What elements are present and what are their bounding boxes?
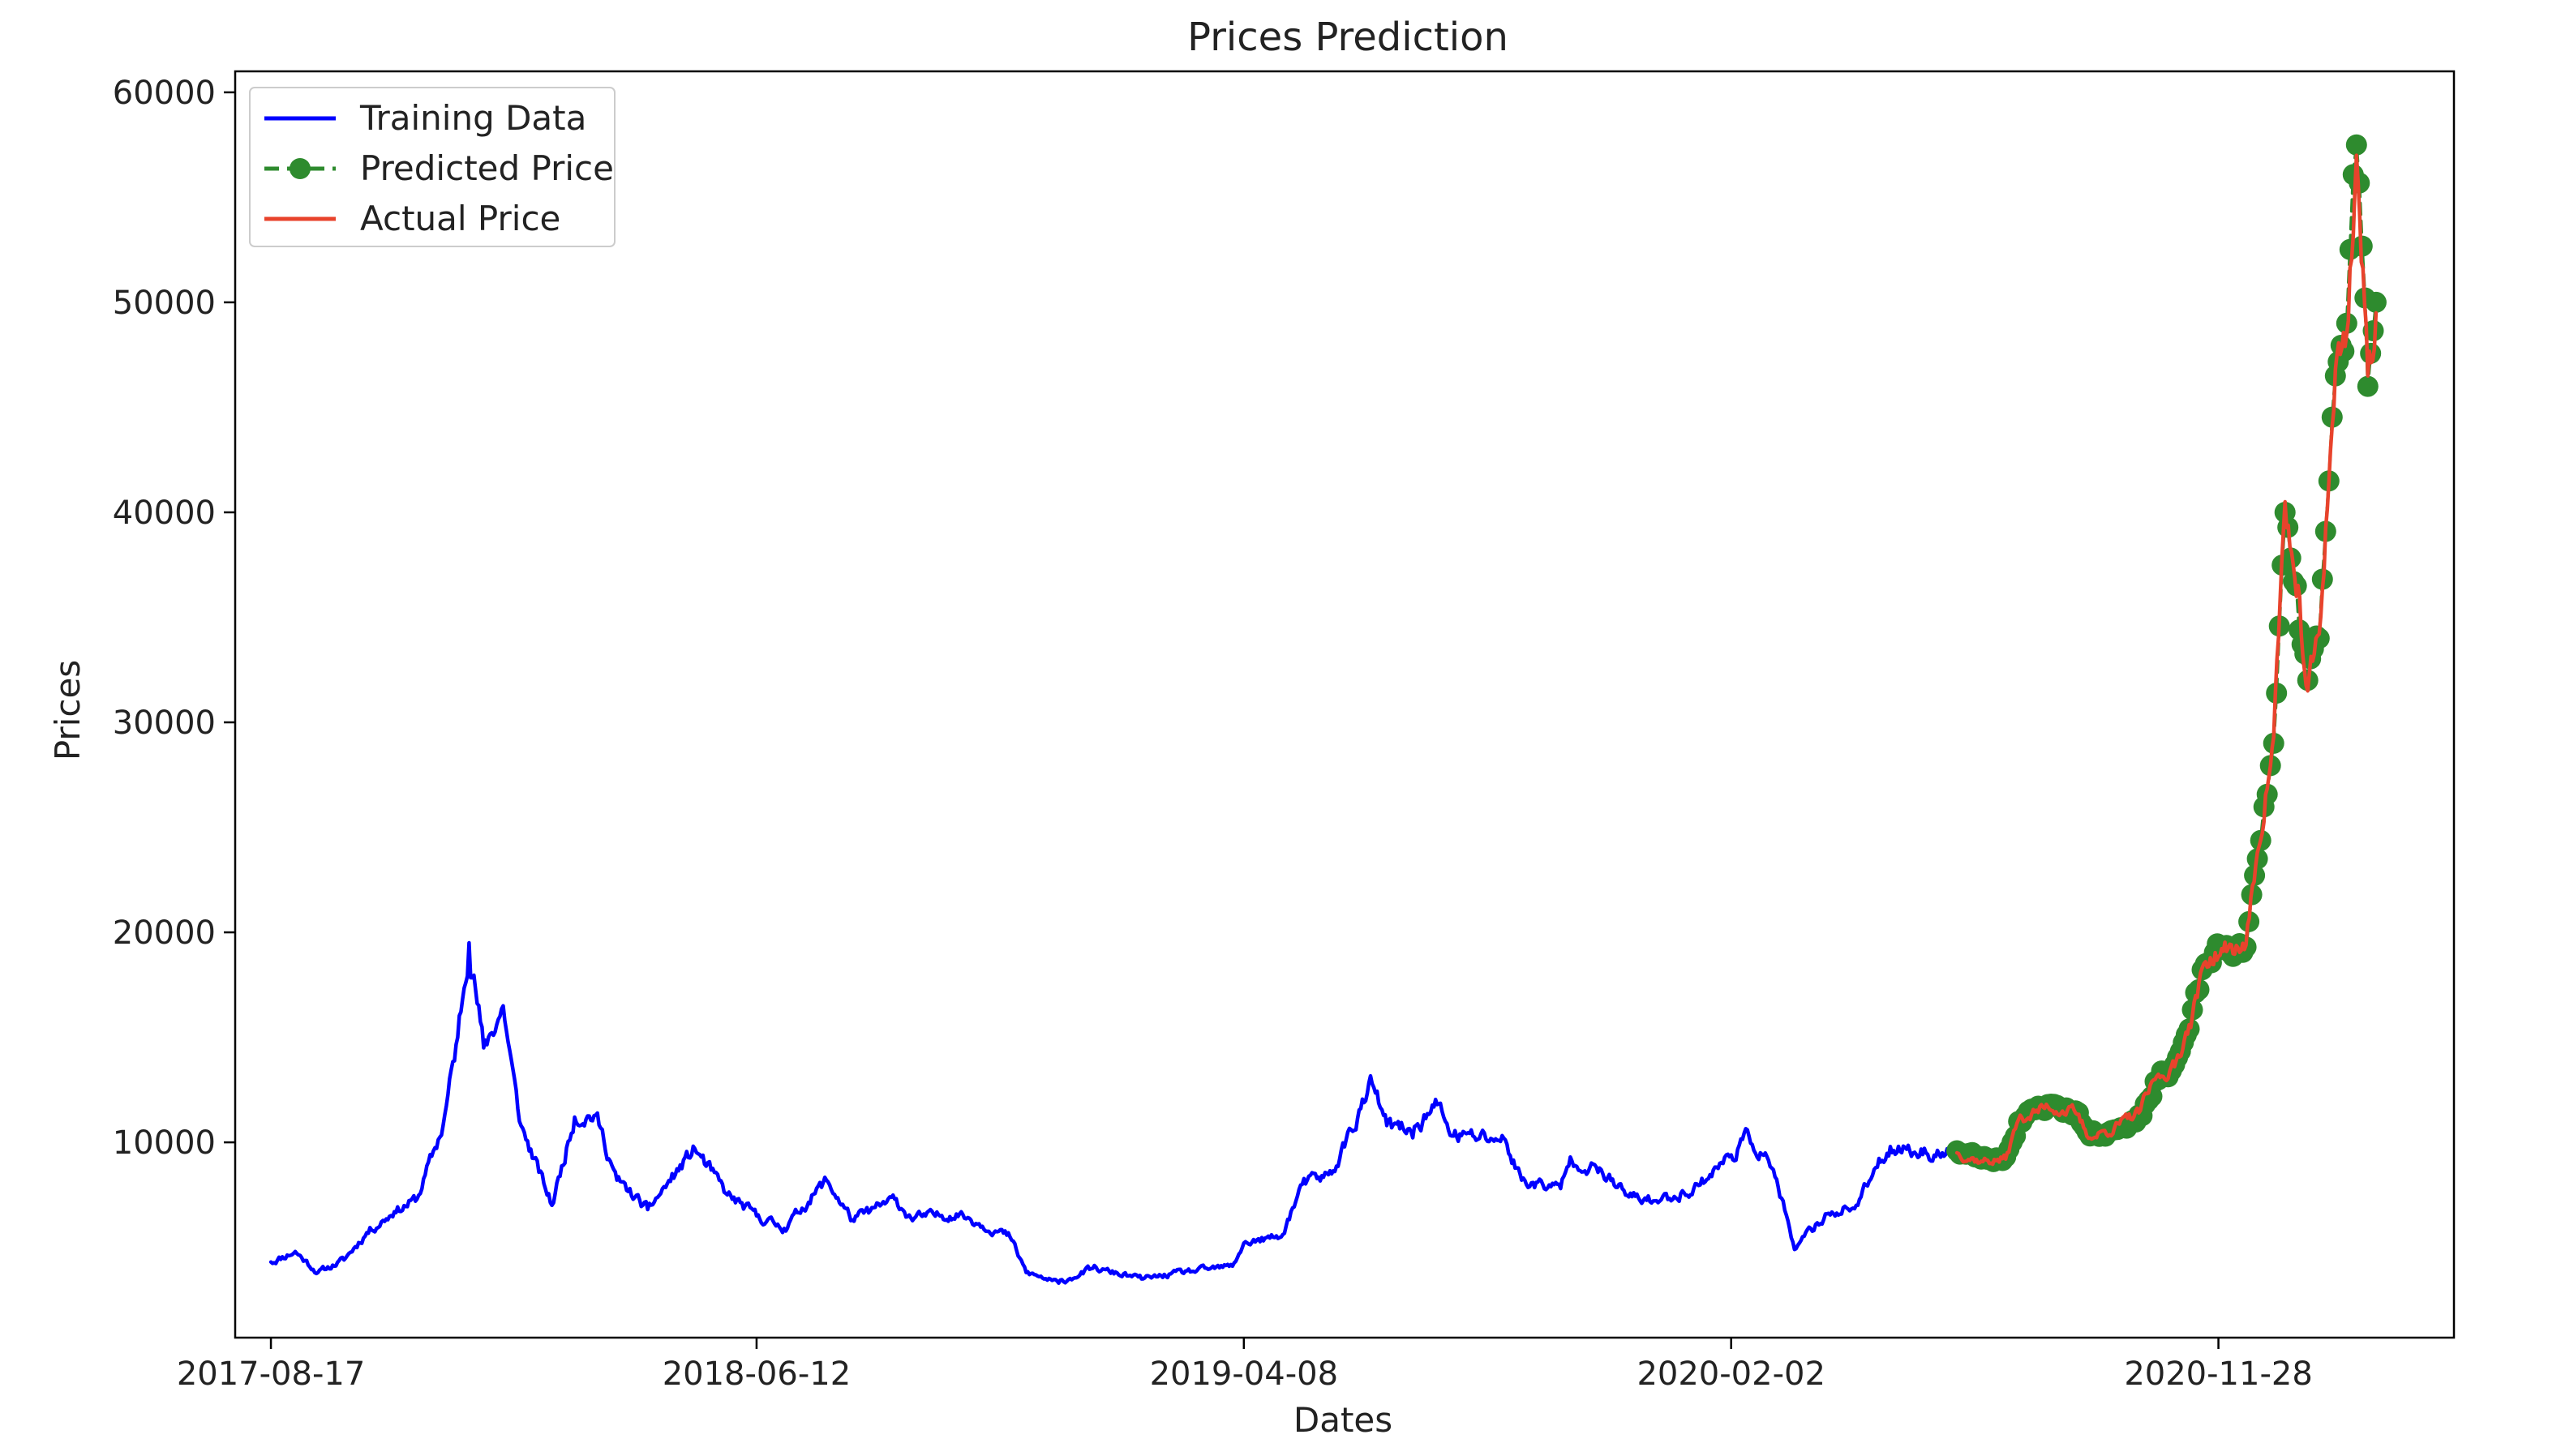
predicted-price-marker: [2345, 134, 2367, 156]
chart-title: Prices Prediction: [1187, 15, 1508, 60]
predicted-price-marker: [2365, 291, 2387, 313]
legend-entry-actual-price: Actual Price: [264, 199, 560, 238]
x-axis: 2017-08-17 2018-06-12 2019-04-08 2020-02-02…: [177, 1338, 2313, 1393]
plot-area: [234, 70, 2456, 1339]
legend: Training Data Predicted Price Actual Price: [249, 87, 616, 247]
y-tick-label: 60000: [113, 75, 216, 112]
legend-items: Training Data Predicted Price Actual Price: [264, 98, 614, 238]
actual-price-line: [1954, 153, 2379, 1167]
legend-label: Predicted Price: [360, 148, 614, 188]
training-data-line: [268, 940, 1959, 1285]
y-axis: 10000 20000 30000 40000 50000 60000: [113, 75, 235, 1162]
y-axis-label: Prices: [48, 660, 88, 760]
y-tick-label: 10000: [113, 1124, 216, 1162]
actual-price-series: [1954, 153, 2379, 1167]
x-tick-label: 2020-02-02: [1637, 1355, 1825, 1393]
legend-entry-predicted-price: Predicted Price: [264, 148, 614, 188]
x-tick-label: 2017-08-17: [177, 1355, 365, 1393]
plot-frame: [234, 70, 2456, 1339]
x-tick-label: 2018-06-12: [663, 1355, 851, 1393]
predicted-price-marker: [2357, 375, 2379, 397]
x-tick-label: 2020-11-28: [2124, 1355, 2312, 1393]
training-data-series: [268, 940, 1959, 1285]
y-tick-label: 20000: [113, 914, 216, 952]
y-tick-label: 50000: [113, 285, 216, 322]
legend-marker: [290, 158, 311, 179]
x-tick-label: 2019-04-08: [1150, 1355, 1338, 1393]
y-tick-label: 30000: [113, 704, 216, 742]
y-tick-label: 40000: [113, 495, 216, 532]
legend-label: Actual Price: [360, 199, 560, 238]
legend-entry-training-data: Training Data: [264, 98, 586, 138]
series-layer: [268, 134, 2387, 1285]
x-axis-label: Dates: [1293, 1400, 1392, 1440]
legend-label: Training Data: [359, 98, 586, 138]
legend-box: [249, 87, 616, 247]
